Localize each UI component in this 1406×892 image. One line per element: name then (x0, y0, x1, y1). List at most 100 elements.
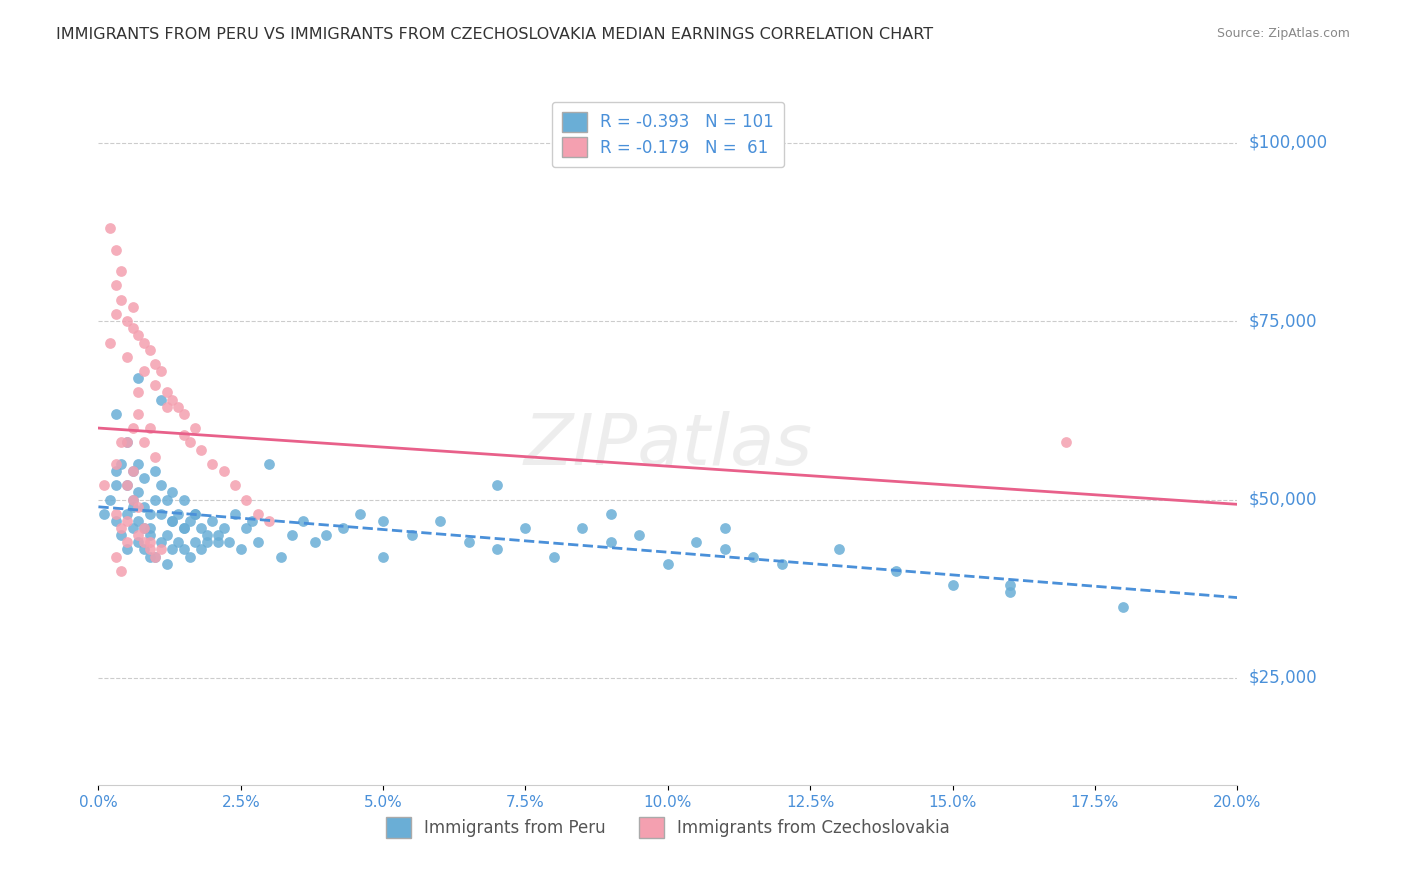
Point (121, 464, 143, 478)
Point (184, 507, 207, 521)
Point (104, 457, 127, 471)
Point (162, 514, 184, 528)
Point (884, 564, 907, 578)
Point (685, 535, 707, 549)
Point (270, 549, 292, 564)
Point (121, 521, 143, 535)
Point (145, 549, 167, 564)
Point (138, 535, 160, 549)
Point (104, 549, 127, 564)
Point (156, 400, 179, 414)
Point (150, 392, 173, 407)
Point (246, 535, 269, 549)
Point (104, 243, 127, 257)
Point (998, 585, 1021, 599)
Text: $25,000: $25,000 (1249, 669, 1317, 687)
Point (127, 371, 149, 385)
Point (121, 464, 143, 478)
Point (127, 457, 149, 471)
Point (121, 321, 143, 335)
Point (127, 528, 149, 542)
Point (235, 492, 257, 507)
Point (121, 492, 143, 507)
Point (115, 535, 138, 549)
Point (145, 464, 167, 478)
Point (132, 364, 155, 378)
Point (304, 535, 326, 549)
Point (486, 478, 509, 492)
Point (150, 478, 173, 492)
Text: IMMIGRANTS FROM PERU VS IMMIGRANTS FROM CZECHOSLOVAKIA MEDIAN EARNINGS CORRELATI: IMMIGRANTS FROM PERU VS IMMIGRANTS FROM … (56, 27, 934, 42)
Point (173, 407, 195, 421)
Point (115, 478, 138, 492)
Point (167, 535, 190, 549)
Point (162, 485, 184, 500)
Point (600, 535, 623, 549)
Point (179, 549, 201, 564)
Point (543, 549, 565, 564)
Point (115, 478, 138, 492)
Point (138, 343, 160, 357)
Point (145, 378, 167, 392)
Text: $50,000: $50,000 (1249, 491, 1317, 508)
Point (167, 400, 190, 414)
Point (104, 478, 127, 492)
Point (150, 507, 173, 521)
Point (145, 549, 167, 564)
Point (515, 521, 537, 535)
Text: $75,000: $75,000 (1249, 312, 1317, 330)
Point (104, 507, 127, 521)
Point (195, 528, 218, 542)
Point (127, 500, 149, 514)
Point (259, 457, 281, 471)
Point (115, 350, 138, 364)
Point (190, 442, 212, 457)
Point (115, 542, 138, 557)
Point (127, 485, 149, 500)
Point (173, 428, 195, 442)
Point (138, 521, 160, 535)
Point (150, 542, 173, 557)
Point (150, 364, 173, 378)
Point (212, 521, 235, 535)
Point (195, 535, 218, 549)
Point (184, 421, 207, 435)
Point (315, 528, 337, 542)
Point (600, 507, 623, 521)
Point (121, 500, 143, 514)
Point (98, 492, 121, 507)
Point (373, 549, 395, 564)
Point (742, 549, 765, 564)
Text: $100,000: $100,000 (1249, 134, 1327, 152)
Point (104, 407, 127, 421)
Point (401, 528, 423, 542)
Point (714, 521, 737, 535)
Legend: Immigrants from Peru, Immigrants from Czechoslovakia: Immigrants from Peru, Immigrants from Cz… (380, 811, 956, 845)
Point (349, 507, 371, 521)
Point (98, 221, 121, 235)
Point (190, 521, 212, 535)
Point (132, 542, 155, 557)
Point (127, 328, 149, 343)
Point (132, 521, 155, 535)
Point (770, 557, 793, 571)
Point (145, 450, 167, 464)
Point (224, 507, 246, 521)
Point (132, 521, 155, 535)
Point (110, 264, 132, 278)
Point (138, 507, 160, 521)
Point (212, 464, 235, 478)
Point (179, 435, 201, 450)
Point (218, 535, 240, 549)
Point (132, 471, 155, 485)
Point (132, 535, 155, 549)
Point (281, 528, 304, 542)
Point (229, 542, 252, 557)
Point (110, 293, 132, 307)
Point (150, 535, 173, 549)
Point (292, 514, 315, 528)
Point (201, 514, 224, 528)
Point (93, 478, 115, 492)
Point (156, 528, 179, 542)
Point (110, 457, 132, 471)
